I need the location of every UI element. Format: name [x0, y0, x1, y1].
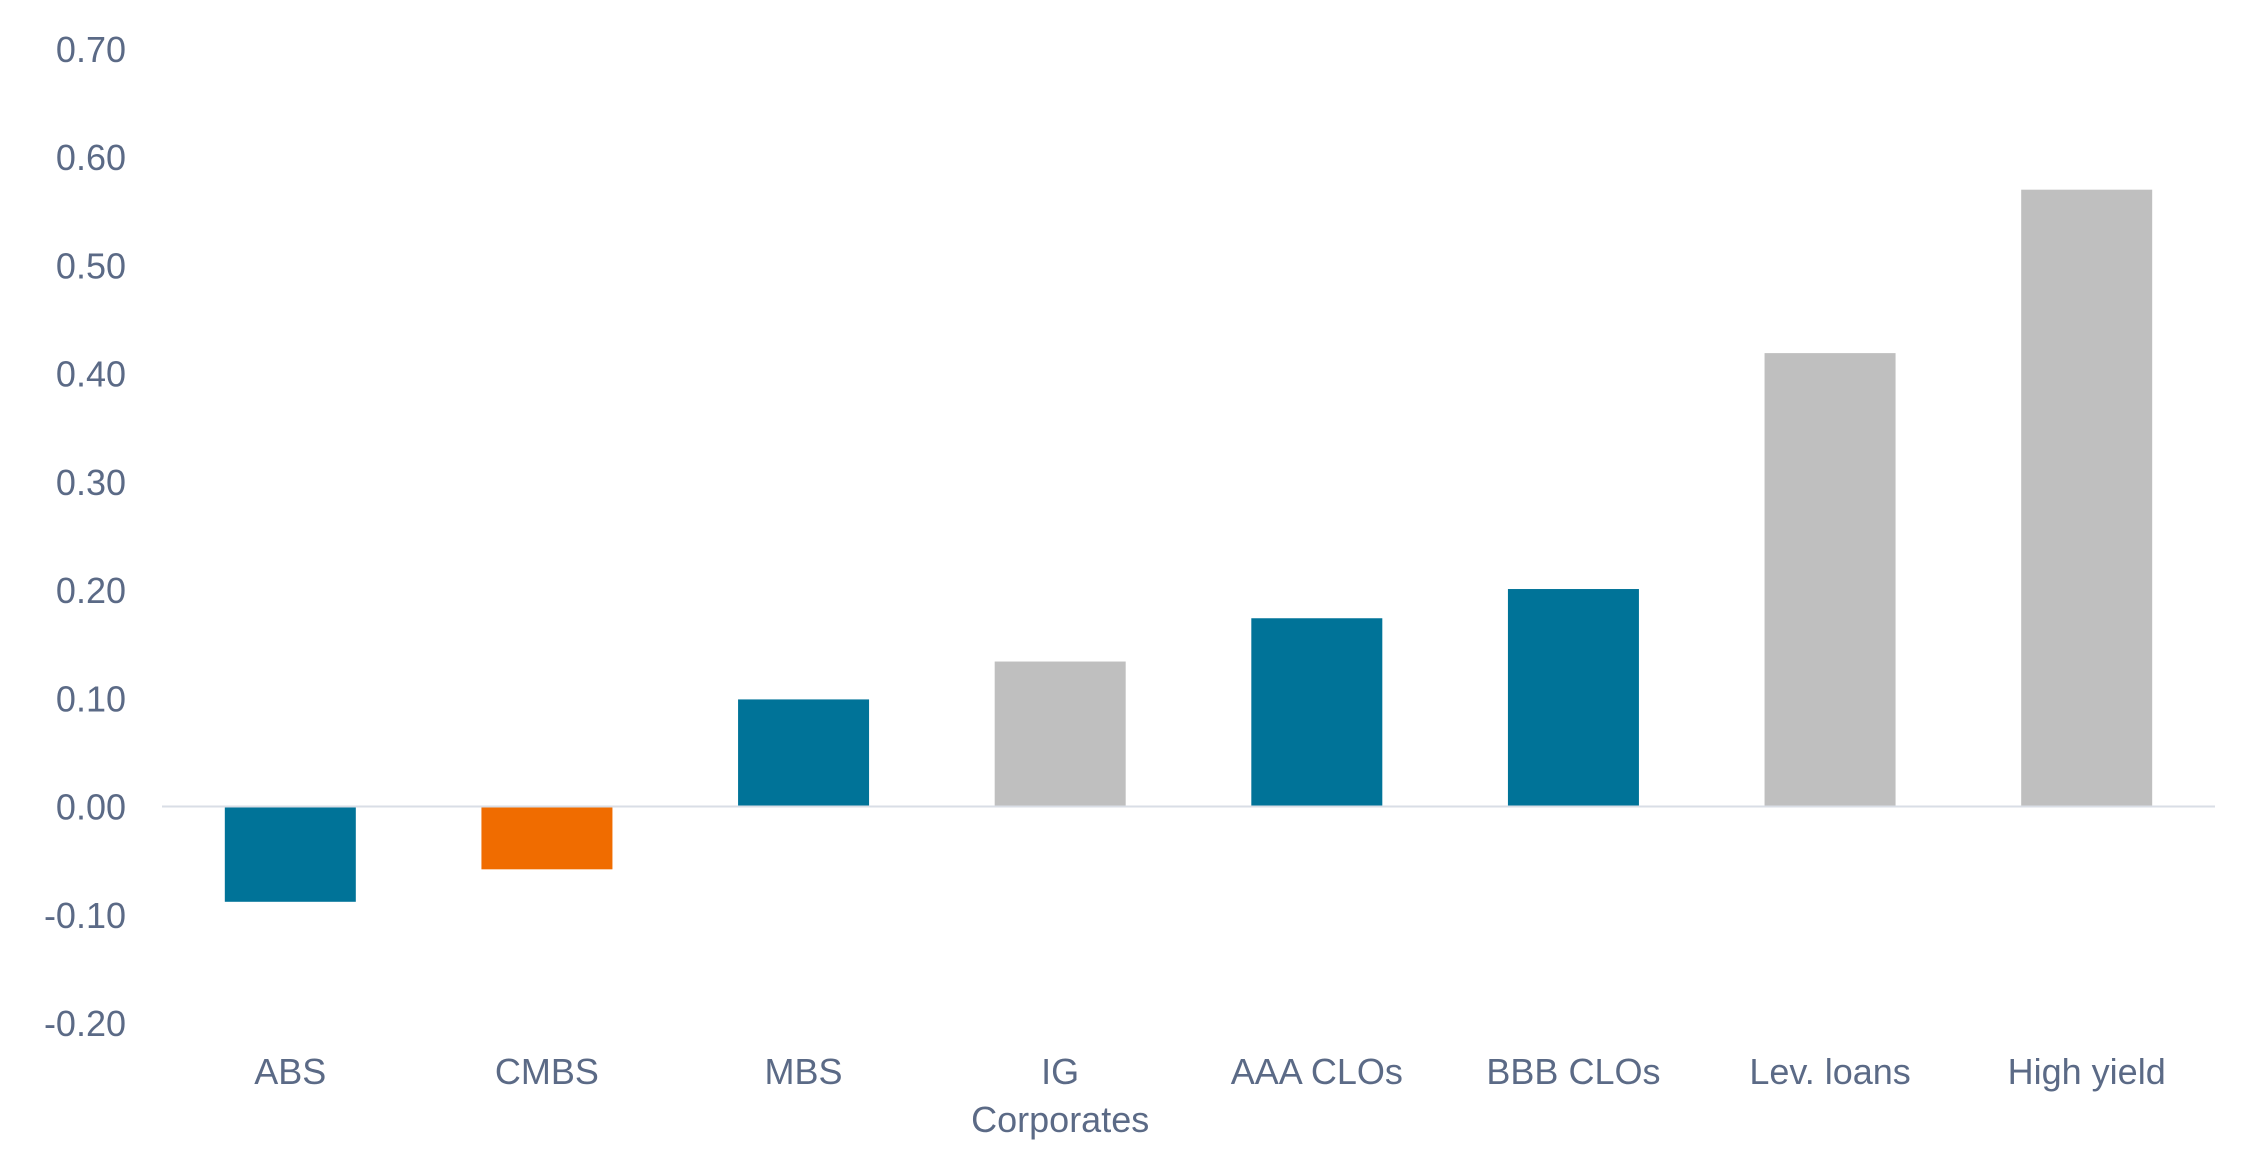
x-category-label: ABS	[254, 1051, 326, 1092]
bar	[1507, 589, 1639, 807]
x-axis-category-labels: ABS CMBS MBS IG Corporates AAA CLOs BBB CLOs Le…	[254, 1051, 2165, 1140]
bar	[481, 806, 613, 870]
x-category-label-line: AAA CLOs	[1231, 1051, 1403, 1092]
y-tick-label: 0.00	[56, 787, 126, 828]
x-category-label-line: Corporates	[971, 1099, 1149, 1140]
x-category-label-line: IG	[1041, 1051, 1079, 1092]
bar	[1251, 618, 1383, 807]
x-category-label: MBS	[765, 1051, 843, 1092]
x-category-label-line: ABS	[254, 1051, 326, 1092]
y-tick-label: 0.10	[56, 678, 126, 719]
y-tick-label: -0.20	[44, 1003, 126, 1044]
y-tick-label: 0.40	[56, 354, 126, 395]
x-category-label: Lev. loans	[1749, 1051, 1910, 1092]
y-tick-label: 0.20	[56, 570, 126, 611]
x-category-label: AAA CLOs	[1231, 1051, 1403, 1092]
bar	[1764, 353, 1896, 807]
x-category-label: IG Corporates	[971, 1051, 1149, 1140]
y-tick-label: 0.30	[56, 462, 126, 503]
x-category-label-line: CMBS	[495, 1051, 599, 1092]
y-tick-label: 0.70	[56, 29, 126, 70]
x-category-label: High yield	[2008, 1051, 2166, 1092]
y-axis-tick-labels: 0.70 0.60 0.50 0.40 0.30 0.20 0.10 0.00 -0.10 -0.…	[44, 29, 126, 1044]
x-category-label-line: High yield	[2008, 1051, 2166, 1092]
y-tick-label: 0.60	[56, 137, 126, 178]
x-category-label-line: MBS	[765, 1051, 843, 1092]
bar	[994, 661, 1126, 807]
y-tick-label: -0.10	[44, 895, 126, 936]
bar	[2021, 189, 2153, 807]
x-category-label: CMBS	[495, 1051, 599, 1092]
x-category-label-line: Lev. loans	[1749, 1051, 1910, 1092]
x-category-label: BBB CLOs	[1486, 1051, 1660, 1092]
bar	[224, 806, 356, 902]
bars	[224, 189, 2153, 902]
x-category-label-line: BBB CLOs	[1486, 1051, 1660, 1092]
y-tick-label: 0.50	[56, 245, 126, 286]
bar	[738, 699, 870, 807]
